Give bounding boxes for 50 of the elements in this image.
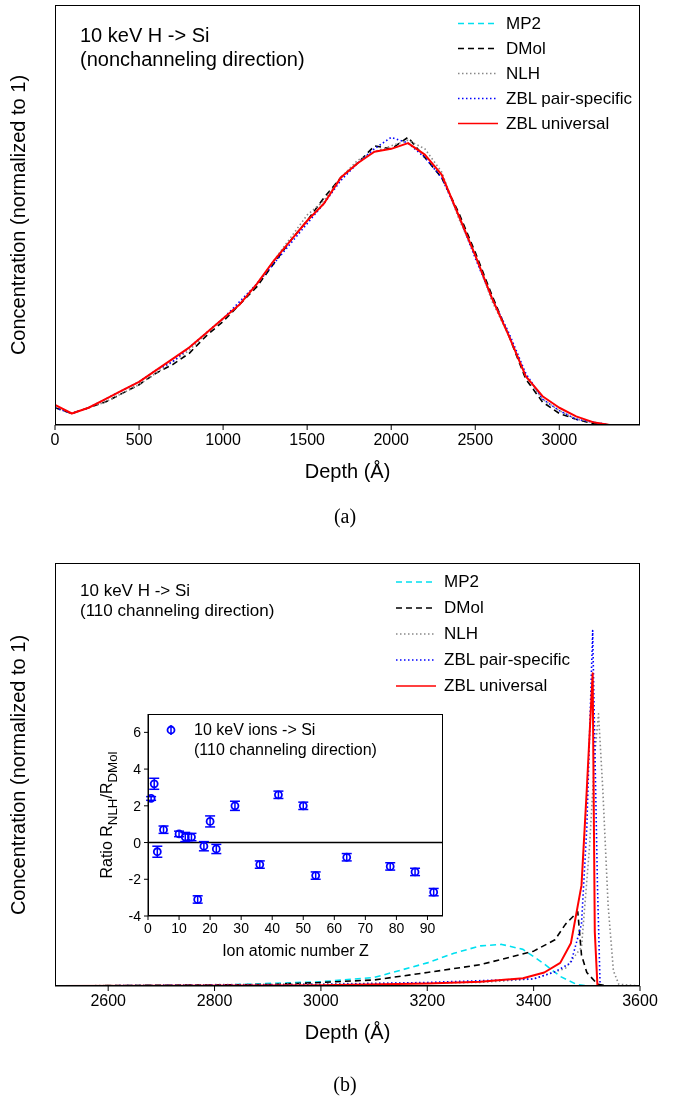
x-tick-label: 1500 (289, 431, 326, 449)
text: 10 keV H -> Si (110 channeling direction) (80, 581, 275, 622)
x-tick-label: 2500 (457, 431, 494, 449)
point (149, 779, 159, 789)
y-tick-label: 2 (133, 797, 142, 814)
x-tick-label: 500 (125, 431, 153, 449)
legend-label: DMol (506, 38, 546, 60)
legend-label: NLH (444, 623, 479, 645)
x-tick-label: 3600 (622, 992, 658, 1010)
x-tick-label: 1000 (205, 431, 241, 449)
legend-label: ZBL universal (506, 113, 610, 135)
legend-label: DMol (444, 597, 484, 619)
x-tick-label: 10 (171, 919, 188, 936)
y-tick-label: -2 (128, 871, 142, 888)
y-tick-label: -4 (128, 907, 142, 924)
text: 10 keV H -> Si (nonchanneling direction) (80, 23, 305, 71)
text: (b) (332, 1073, 358, 1096)
x-tick-label: 2600 (90, 992, 127, 1010)
x-tick-label: 50 (295, 919, 312, 936)
x-tick-label: 40 (264, 919, 281, 936)
y-axis-title: Concentration (normalized to 1) (6, 74, 30, 356)
legend-label: ZBL universal (444, 675, 548, 697)
legend-label: MP2 (444, 571, 479, 593)
x-tick-label: 90 (419, 919, 436, 936)
x-tick-label: 60 (326, 919, 343, 936)
x-tick-label: 0 (50, 431, 60, 449)
legend-label: 10 keV ions -> Si (110 channeling direction) (194, 720, 377, 760)
x-tick-label: 20 (202, 919, 219, 936)
x-tick-label: 80 (388, 919, 405, 936)
x-tick-label: 3000 (303, 992, 339, 1010)
y-tick-label: 6 (133, 724, 142, 741)
x-tick-label: 2000 (373, 431, 410, 449)
x-tick-label: 3200 (409, 992, 446, 1010)
x-tick-label: 2800 (196, 992, 233, 1010)
y-axis-title: Concentration (normalized to 1) (6, 634, 30, 915)
y-tick-label: 0 (133, 834, 142, 851)
legend-label: MP2 (506, 13, 541, 35)
x-axis-title: Depth (Å) (304, 460, 391, 482)
legend-label: NLH (506, 63, 541, 85)
y-tick-label: 4 (133, 761, 142, 778)
x-axis-title: Depth (Å) (304, 1021, 391, 1043)
x-tick-label: 3000 (541, 431, 578, 449)
x-tick-label: 30 (233, 919, 250, 936)
x-tick-label: 3400 (515, 992, 552, 1010)
legend-label: ZBL pair-specific (444, 649, 570, 671)
x-tick-label: 70 (357, 919, 374, 936)
text: (a) (332, 505, 358, 528)
x-tick-label: 0 (144, 919, 153, 936)
legend-label: ZBL pair-specific (506, 88, 632, 110)
x-axis-title: Ion atomic number Z (222, 942, 370, 959)
